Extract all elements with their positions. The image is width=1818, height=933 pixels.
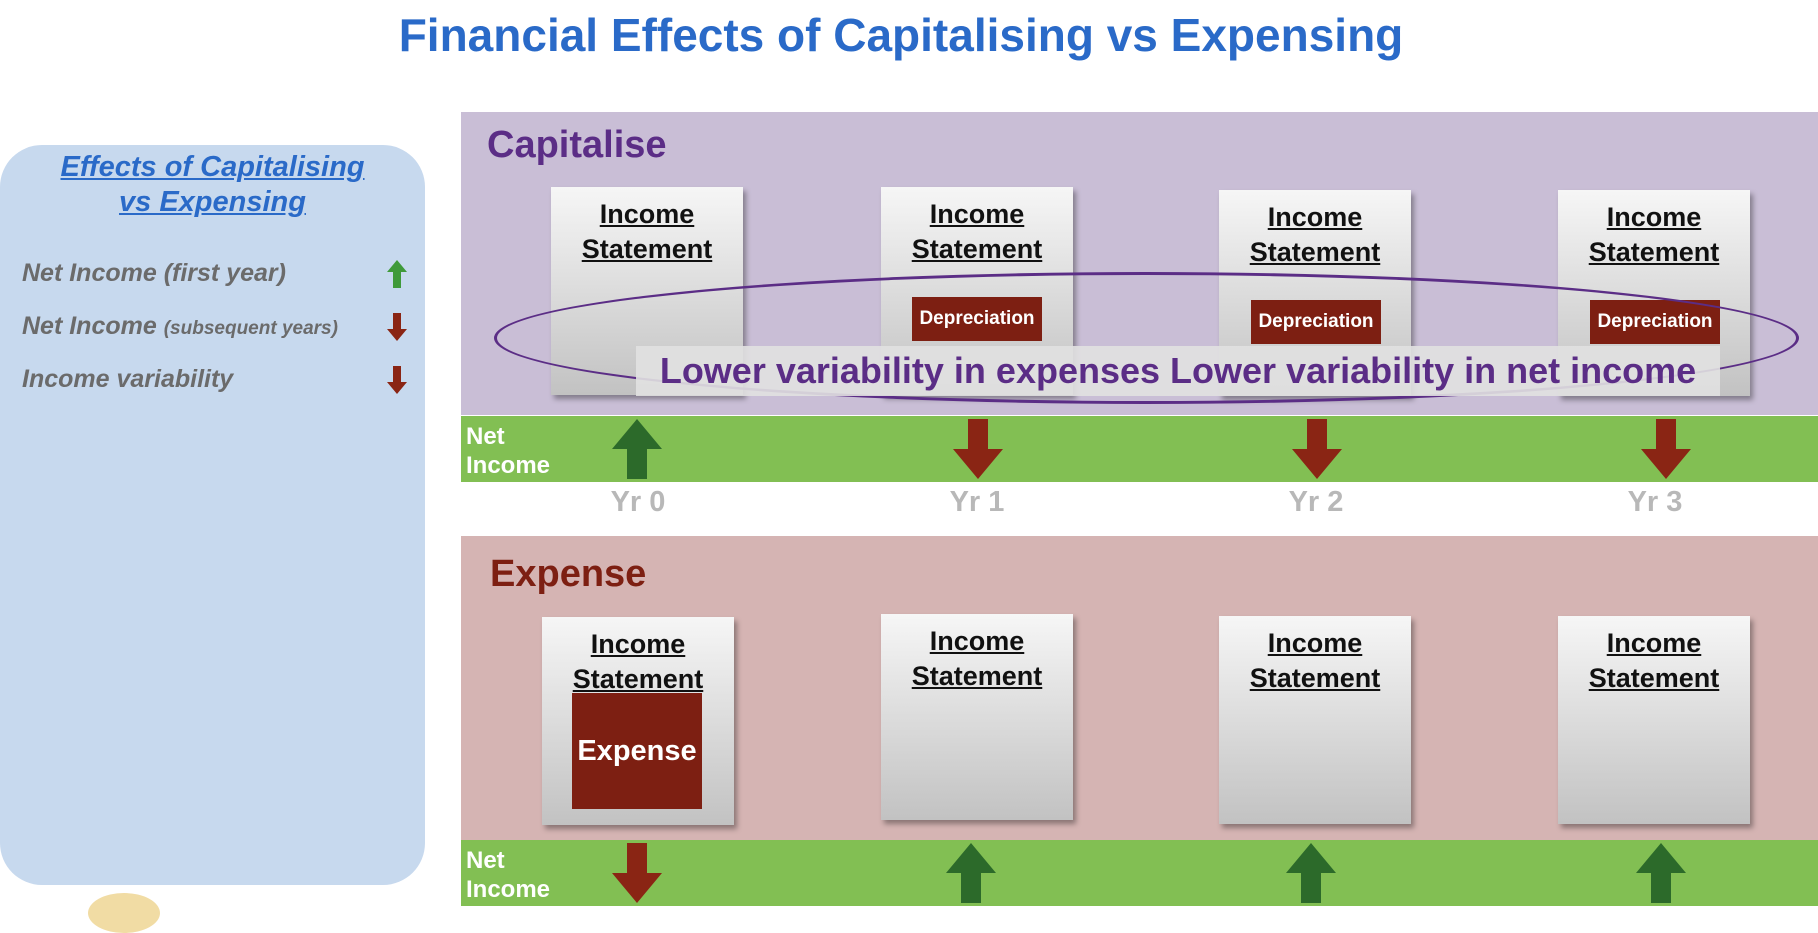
- card-title-line1: Income: [1606, 628, 1702, 658]
- expense-title: Expense: [490, 553, 647, 595]
- year-label-3: Yr 3: [1627, 486, 1683, 518]
- card-title-line2: Statement: [1249, 663, 1381, 693]
- down-arrow-icon: [1641, 419, 1691, 479]
- down-arrow-icon: [387, 366, 407, 394]
- down-arrow-icon: [1292, 419, 1342, 479]
- card-title-line2: Statement: [1588, 237, 1720, 267]
- card-title-line2: Statement: [572, 664, 704, 694]
- up-arrow-icon: [387, 260, 407, 288]
- income-statement-title: Income Statement: [1219, 626, 1411, 696]
- sidebar-heading-line2: vs Expensing: [119, 186, 306, 218]
- year-label-2: Yr 2: [1288, 486, 1344, 518]
- card-title-line1: Income: [1267, 628, 1363, 658]
- capitalise-title: Capitalise: [487, 124, 667, 166]
- sidebar-heading: Effects of Capitalising vs Expensing: [0, 150, 425, 220]
- income-statement-card: Income Statement: [1558, 616, 1750, 824]
- down-arrow-icon: [387, 313, 407, 341]
- card-title-line1: Income: [590, 629, 686, 659]
- variability-callout-ring: [494, 272, 1799, 404]
- effect-row-first-year: Net Income (first year): [22, 256, 407, 290]
- down-arrow-icon: [953, 419, 1003, 479]
- sidebar-heading-line1: Effects of Capitalising: [60, 151, 365, 183]
- page-title: Financial Effects of Capitalising vs Exp…: [398, 9, 1404, 61]
- effect-row-income-variability: Income variability: [22, 362, 407, 396]
- card-title-line2: Statement: [1588, 663, 1720, 693]
- effect-row-subsequent-years: Net Income (subsequent years): [22, 309, 407, 343]
- income-statement-card: Income Statement: [881, 614, 1073, 820]
- effect-label-text: Net Income (first year): [22, 259, 286, 287]
- down-arrow-icon: [612, 843, 662, 903]
- up-arrow-icon: [946, 843, 996, 903]
- income-statement-title: Income Statement: [881, 624, 1073, 694]
- net-income-label: Net Income: [466, 423, 551, 479]
- effect-qualifier: (subsequent years): [163, 318, 338, 339]
- card-title-line2: Statement: [911, 661, 1043, 691]
- effect-label: Net Income (subsequent years): [22, 309, 338, 346]
- card-title-line2: Statement: [1249, 237, 1381, 267]
- income-statement-title: Income Statement: [1558, 626, 1750, 696]
- expense-net-income-bar: Net Income: [461, 840, 1818, 906]
- effect-label: Net Income (first year): [22, 256, 286, 290]
- income-statement-card: Income Statement Expense: [542, 617, 734, 825]
- effect-label: Income variability: [22, 362, 233, 396]
- year-label-0: Yr 0: [610, 486, 666, 518]
- capitalise-net-income-bar: Net Income: [461, 416, 1818, 482]
- card-title-line1: Income: [1606, 202, 1702, 232]
- net-income-label: Net Income: [466, 847, 551, 903]
- card-title-line1: Income: [929, 199, 1025, 229]
- expense-box: Expense: [572, 693, 702, 809]
- card-title-line1: Income: [599, 199, 695, 229]
- income-statement-title: Income Statement: [542, 627, 734, 697]
- effect-label-text: Net Income: [22, 312, 157, 340]
- up-arrow-icon: [1636, 843, 1686, 903]
- variability-callout: Lower variability in expenses Lower vari…: [636, 346, 1720, 396]
- up-arrow-icon: [1286, 843, 1336, 903]
- up-arrow-icon: [612, 419, 662, 479]
- card-title-line1: Income: [929, 626, 1025, 656]
- decorative-blob: [88, 893, 160, 933]
- year-label-1: Yr 1: [949, 486, 1005, 518]
- card-title-line2: Statement: [911, 234, 1043, 264]
- income-statement-title: Income Statement: [881, 197, 1073, 267]
- effects-sidebar: [0, 145, 425, 885]
- card-title-line1: Income: [1267, 202, 1363, 232]
- income-statement-title: Income Statement: [551, 197, 743, 267]
- income-statement-card: Income Statement: [1219, 616, 1411, 824]
- card-title-line2: Statement: [581, 234, 713, 264]
- income-statement-title: Income Statement: [1558, 200, 1750, 270]
- income-statement-title: Income Statement: [1219, 200, 1411, 270]
- effect-label-text: Income variability: [22, 365, 234, 393]
